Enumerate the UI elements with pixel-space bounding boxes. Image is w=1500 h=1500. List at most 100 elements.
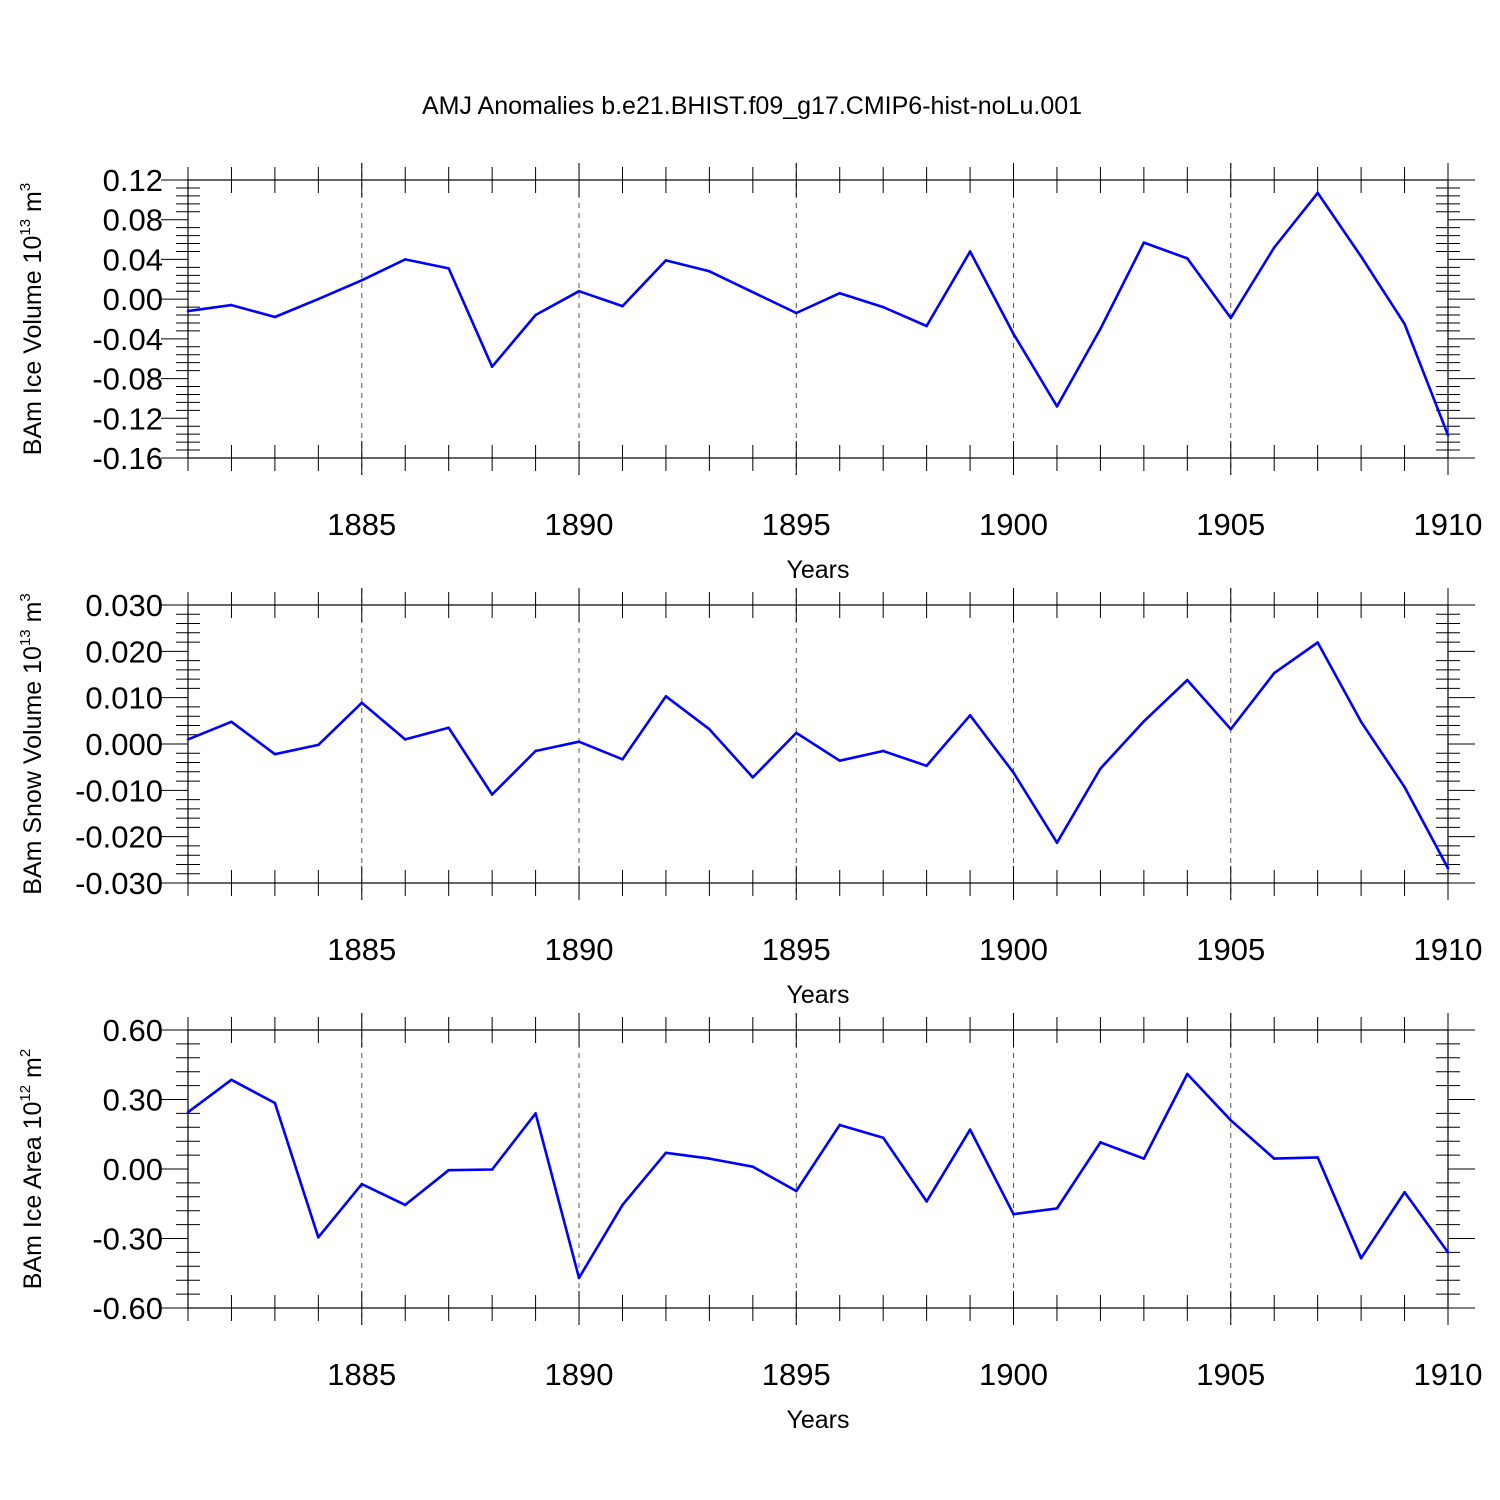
plot-frame: [187, 604, 1449, 884]
y-axis-title: BAm Ice Area 1012 m2: [17, 1049, 47, 1289]
data-point: [1012, 1212, 1015, 1216]
y-axis-title-text: m: [19, 191, 47, 219]
data-point: [1272, 671, 1276, 675]
data-point: [1403, 785, 1406, 789]
y-axis-title-text: m: [19, 1057, 47, 1085]
data-point: [186, 738, 190, 741]
data-point: [1272, 1157, 1276, 1160]
x-tick-label: 1890: [545, 1357, 614, 1392]
x-tick-label: 1905: [1196, 1357, 1265, 1392]
y-tick-label: -0.16: [92, 441, 163, 476]
plot-frame: [187, 179, 1449, 459]
data-point: [273, 315, 277, 319]
data-point: [1316, 641, 1319, 644]
y-tick-label: 0.00: [103, 1152, 163, 1187]
data-point: [447, 726, 450, 730]
data-point: [1229, 1119, 1233, 1122]
x-axis-title: Years: [786, 556, 849, 584]
data-point: [664, 259, 668, 262]
y-axis-title-exponent: 12: [17, 1085, 34, 1102]
data-point: [621, 304, 624, 308]
data-point: [1055, 1207, 1059, 1210]
data-point: [1446, 866, 1450, 870]
data-point: [447, 1168, 450, 1172]
data-point: [968, 250, 972, 253]
y-tick-label: 0.030: [85, 588, 163, 623]
data-point: [794, 731, 798, 735]
data-point: [490, 793, 494, 796]
data-point: [1099, 1141, 1102, 1144]
x-tick-label: 1905: [1196, 932, 1265, 967]
data-point: [1403, 322, 1406, 326]
data-point: [968, 713, 972, 717]
data-point: [838, 291, 842, 295]
x-tick-label: 1885: [327, 507, 396, 542]
data-point: [403, 738, 407, 741]
y-tick-label: -0.030: [75, 866, 163, 901]
x-tick-label: 1900: [979, 507, 1048, 542]
y-tick-label: -0.12: [92, 401, 163, 436]
data-point: [1099, 767, 1102, 770]
data-point: [621, 1203, 624, 1207]
y-tick-label: -0.08: [92, 362, 163, 397]
y-tick-label: 0.60: [103, 1013, 163, 1048]
x-tick-label: 1890: [545, 507, 614, 542]
data-point: [1012, 332, 1015, 336]
data-point: [1272, 246, 1276, 249]
x-axis-title: Years: [786, 1406, 849, 1434]
x-tick-label: 1900: [979, 932, 1048, 967]
data-point: [186, 1110, 190, 1114]
data-point: [1055, 841, 1059, 844]
data-point: [664, 1151, 668, 1155]
data-point: [708, 270, 711, 273]
series-line: [187, 1072, 1450, 1280]
y-tick-label: 0.08: [103, 203, 163, 238]
data-point: [273, 1101, 277, 1105]
data-point: [1055, 405, 1059, 408]
series-line: [187, 641, 1450, 869]
y-axis-title-exponent: 2: [17, 1049, 34, 1057]
y-axis-title-exponent: 3: [17, 593, 34, 601]
data-point: [1142, 1157, 1146, 1160]
chart-panel-3: 0.60 0.30 0.00 -0.30 -0.60 1885 1890 1895 1900 19…: [17, 1013, 1482, 1434]
y-axis-title-text: BAm Snow Volume 10: [19, 646, 47, 895]
data-point: [1446, 1251, 1450, 1254]
x-tick-label: 1895: [762, 507, 831, 542]
data-point: [1359, 720, 1363, 724]
data-point: [230, 1078, 233, 1082]
data-point: [534, 313, 537, 317]
data-point: [881, 1136, 885, 1140]
y-axis-title: BAm Ice Volume 1013 m3: [17, 183, 47, 455]
series-line: [187, 191, 1450, 436]
data-point: [230, 303, 233, 307]
y-tick-label: 0.000: [85, 727, 163, 762]
data-point: [1186, 1072, 1189, 1076]
data-point: [708, 727, 711, 731]
y-tick-label: 0.020: [85, 634, 163, 669]
data-point: [1142, 719, 1146, 723]
data-point: [230, 720, 233, 724]
y-tick-label: 0.00: [103, 282, 163, 317]
data-point: [925, 764, 928, 768]
y-axis-title-exponent: 13: [17, 629, 34, 646]
y-tick-label: 0.04: [103, 242, 163, 277]
chart-title: AMJ Anomalies b.e21.BHIST.f09_g17.CMIP6-…: [422, 92, 1082, 120]
y-axis-title: BAm Snow Volume 1013 m3: [17, 593, 47, 895]
data-point: [751, 290, 755, 294]
y-axis-title-text: BAm Ice Volume 10: [19, 236, 47, 456]
data-point: [621, 757, 624, 761]
data-point: [1403, 1190, 1406, 1194]
chart-panel-1: 0.12 0.08 0.04 0.00 -0.04 -0.08 -0.12 -0.16 1885…: [17, 163, 1482, 584]
data-point: [794, 311, 798, 315]
data-point: [1012, 771, 1015, 775]
data-point: [1359, 1256, 1363, 1260]
data-point: [403, 1203, 407, 1207]
y-tick-label: -0.60: [92, 1291, 163, 1326]
x-tick-label: 1895: [762, 932, 831, 967]
data-point: [577, 740, 581, 743]
data-point: [1446, 433, 1450, 437]
data-point: [360, 1182, 364, 1186]
y-axis-title-text: BAm Ice Area 10: [19, 1102, 47, 1290]
data-point: [273, 752, 277, 756]
x-axis-title: Years: [786, 981, 849, 1009]
